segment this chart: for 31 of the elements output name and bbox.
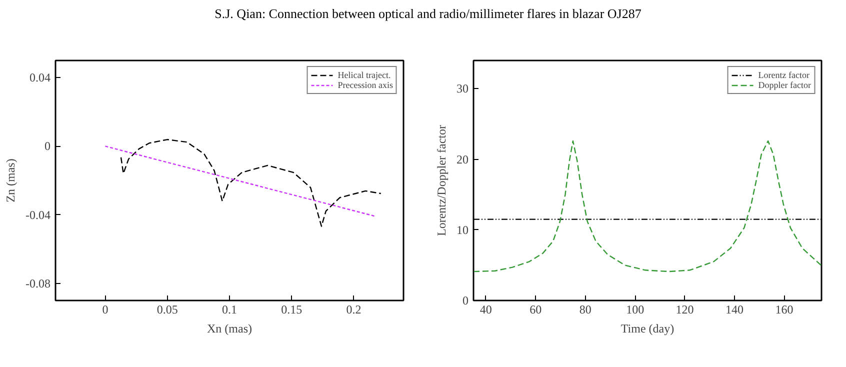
y-tick-label: -0.08: [26, 276, 51, 290]
y-tick-label: 10: [456, 222, 468, 237]
x-tick-label: 100: [626, 302, 644, 316]
x-tick-label: 0: [102, 302, 108, 316]
y-tick-label: 0: [44, 139, 50, 154]
x-axis-title: Time (day): [620, 322, 674, 336]
x-tick-label: 0.15: [281, 302, 302, 316]
y-tick-label: 20: [456, 152, 468, 166]
x-tick-label: 60: [530, 302, 542, 316]
y-tick-label: 0: [462, 294, 468, 308]
x-tick-label: 120: [676, 302, 694, 316]
x-tick-label: 80: [579, 302, 592, 316]
x-tick-label: 0.2: [346, 302, 362, 316]
y-axis-title: Lorentz/Doppler factor: [434, 125, 448, 236]
y-tick-label: -0.04: [26, 208, 51, 222]
line-series: [120, 138, 382, 227]
legend-label: Precession axis: [338, 80, 393, 90]
chart-title: S.J. Qian: Connection between optical and radio/millimeter flares in blazar OJ287: [214, 5, 642, 23]
y-tick-label: 0.04: [30, 70, 50, 85]
legend-label: Doppler factor: [758, 80, 811, 90]
x-tick-label: 140: [726, 302, 744, 316]
y-tick-label: 30: [456, 82, 468, 96]
line-series: [474, 140, 822, 272]
x-tick-label: 0.1: [222, 302, 237, 316]
legend-label: Lorentz factor: [758, 70, 810, 80]
y-axis-title: Zn (mas): [4, 158, 18, 202]
x-tick-label: 40: [480, 302, 492, 316]
x-tick-label: 0.05: [156, 302, 178, 316]
x-tick-label: 160: [775, 302, 794, 316]
x-axis-title: Xn (mas): [207, 322, 252, 336]
legend-label: Helical traject.: [338, 70, 391, 80]
